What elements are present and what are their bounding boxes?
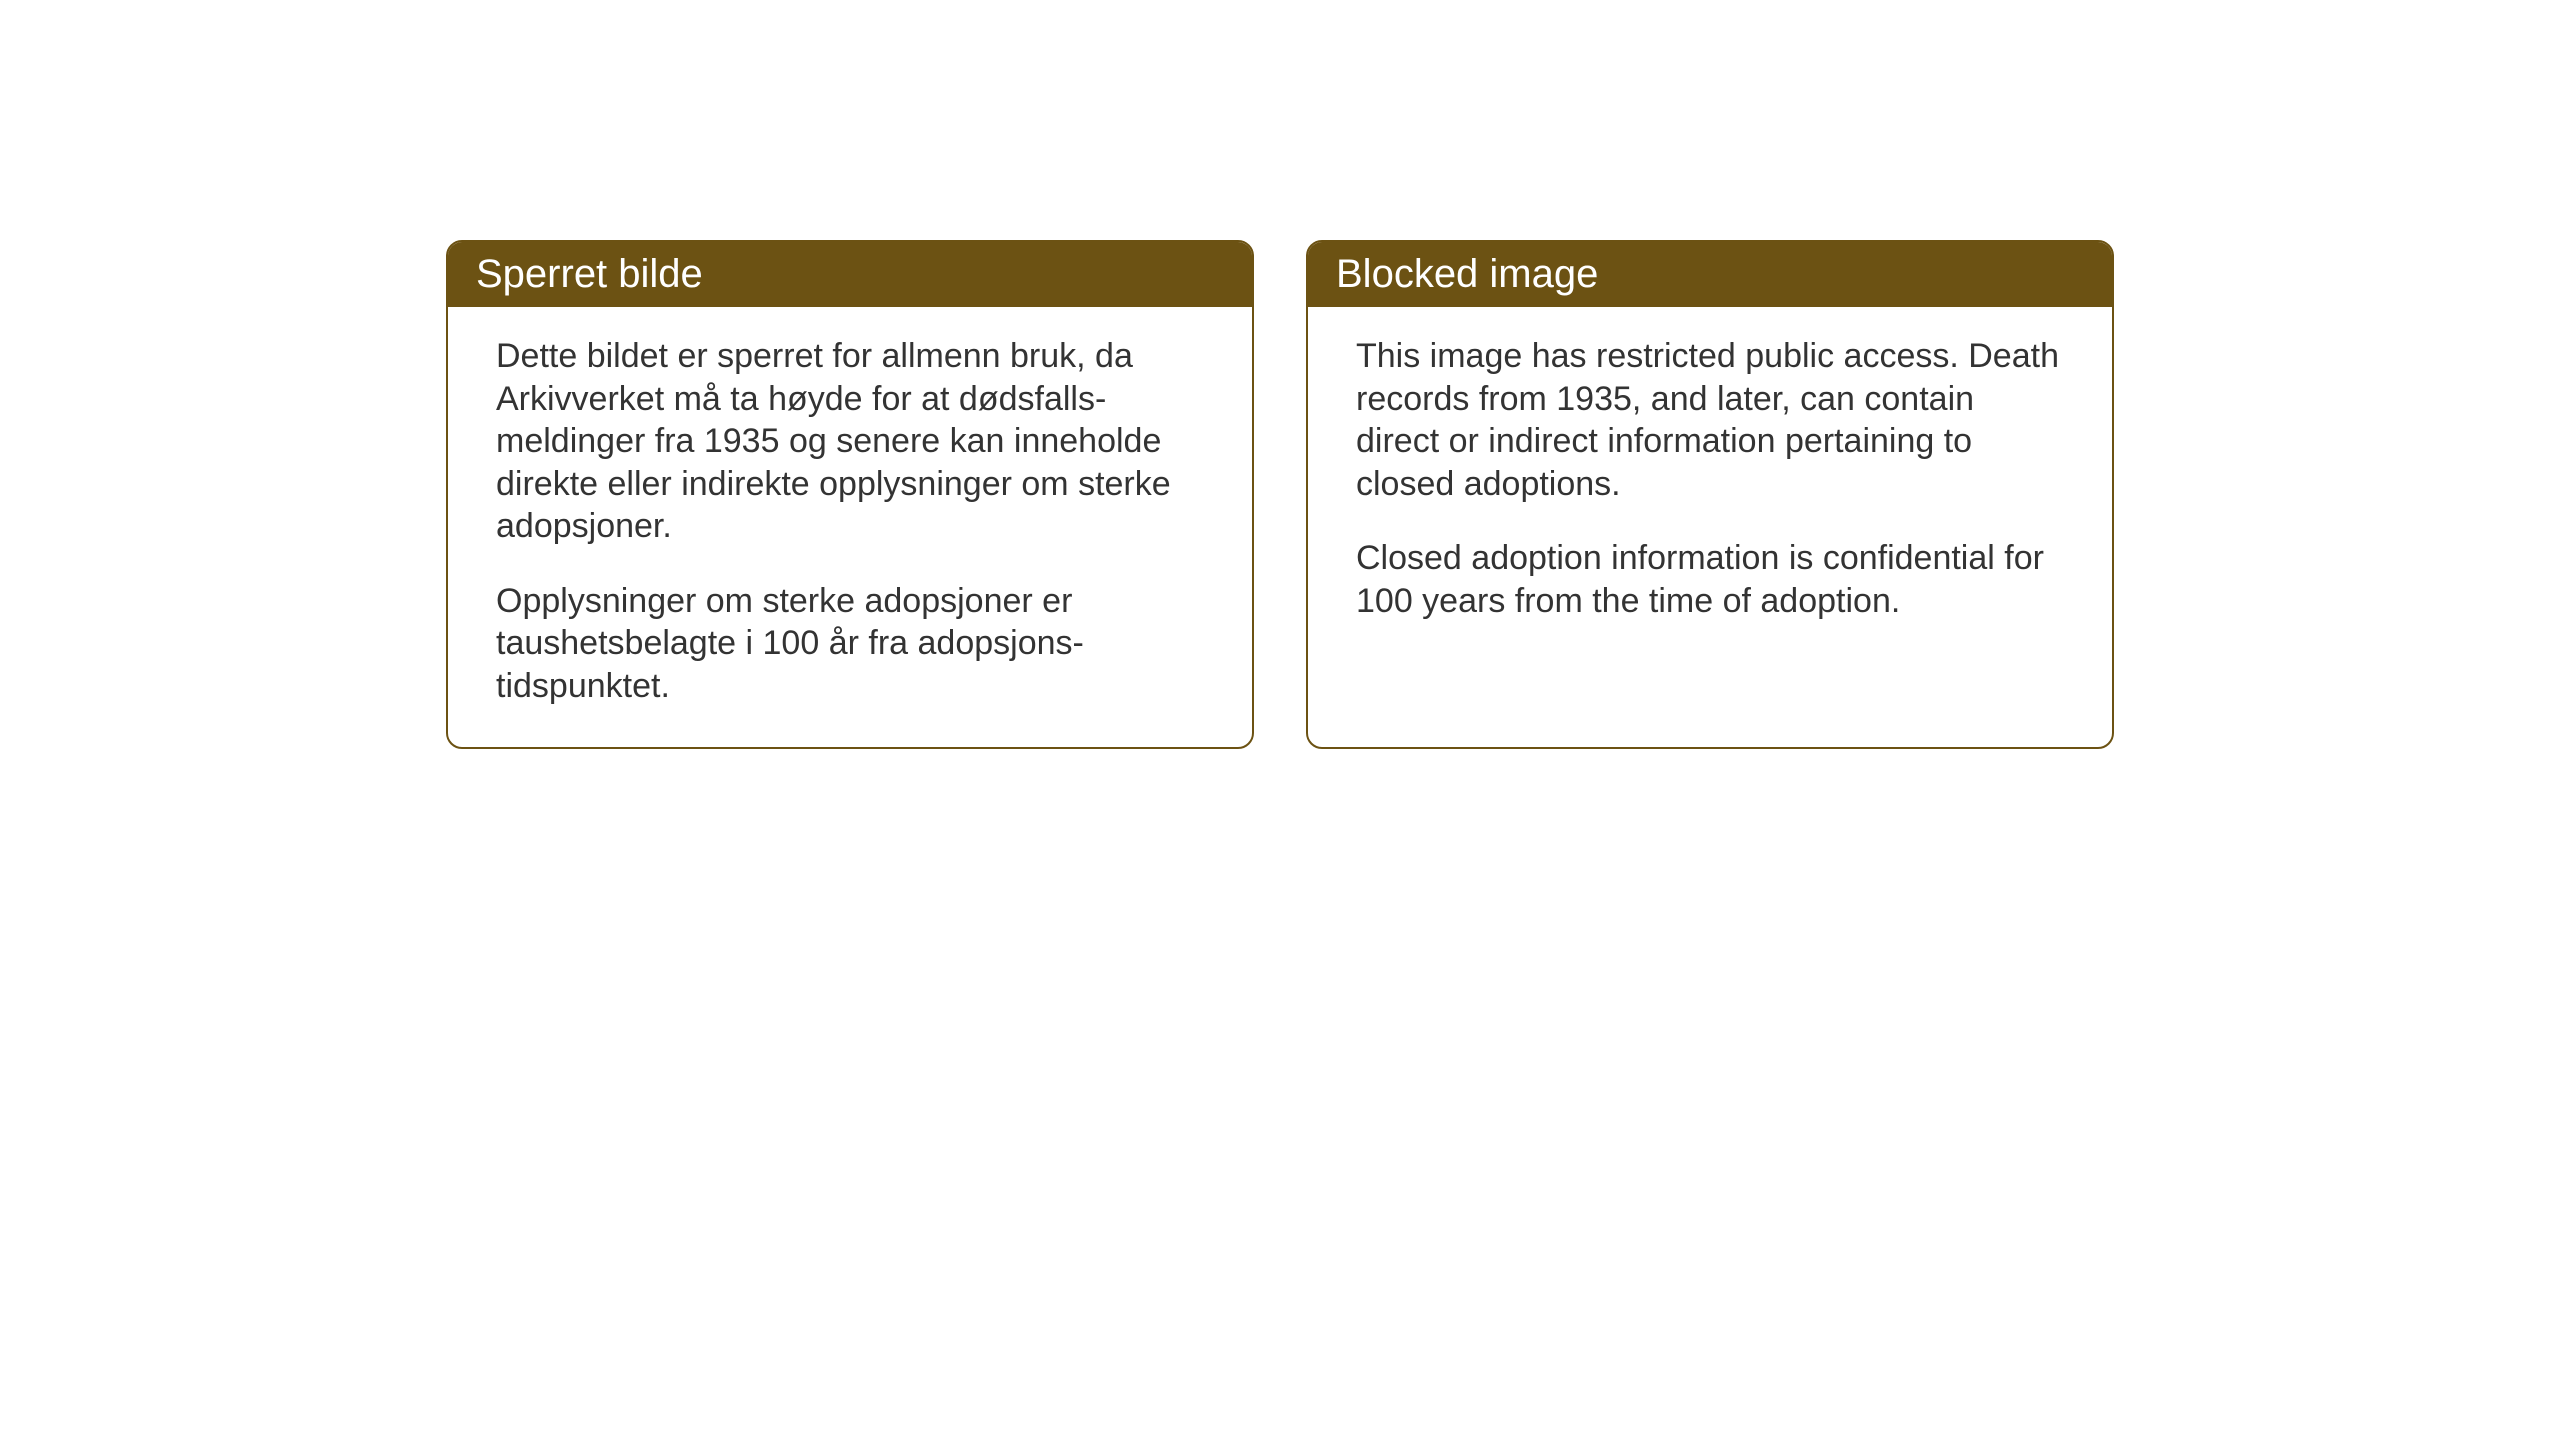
norwegian-paragraph-2: Opplysninger om sterke adopsjoner er tau… bbox=[496, 580, 1204, 708]
norwegian-card: Sperret bilde Dette bildet er sperret fo… bbox=[446, 240, 1254, 749]
cards-container: Sperret bilde Dette bildet er sperret fo… bbox=[446, 240, 2114, 749]
english-card: Blocked image This image has restricted … bbox=[1306, 240, 2114, 749]
english-card-title: Blocked image bbox=[1308, 242, 2112, 307]
norwegian-paragraph-1: Dette bildet er sperret for allmenn bruk… bbox=[496, 335, 1204, 548]
norwegian-card-body: Dette bildet er sperret for allmenn bruk… bbox=[448, 307, 1252, 747]
english-paragraph-1: This image has restricted public access.… bbox=[1356, 335, 2064, 505]
english-paragraph-2: Closed adoption information is confident… bbox=[1356, 537, 2064, 622]
norwegian-card-title: Sperret bilde bbox=[448, 242, 1252, 307]
english-card-body: This image has restricted public access.… bbox=[1308, 307, 2112, 662]
